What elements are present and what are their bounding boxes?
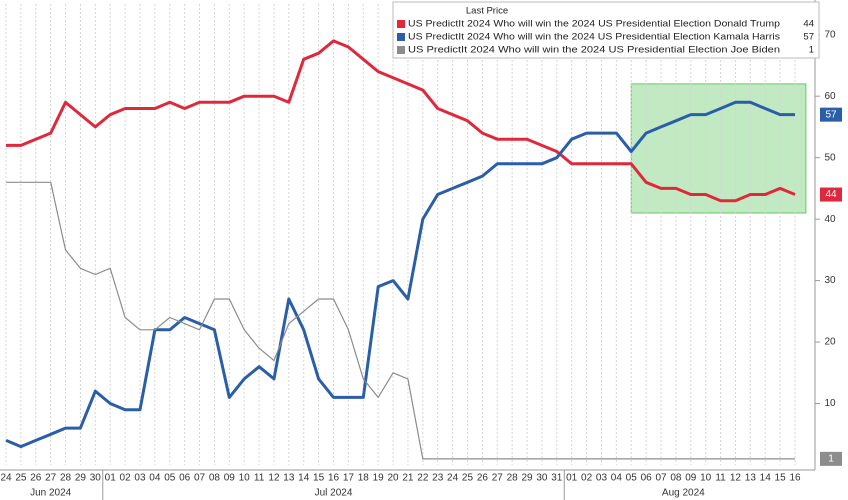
legend-label: US PredictIt 2024 Who will win the 2024 …: [408, 32, 780, 43]
x-tick-label: 17: [343, 473, 355, 484]
x-tick-label: 04: [611, 473, 623, 484]
series-line: [6, 181, 795, 460]
y-tick-label: 10: [824, 398, 836, 409]
month-label: Jul 2024: [315, 488, 353, 499]
y-tick-label: 50: [824, 152, 836, 163]
legend-value: 57: [803, 32, 814, 43]
x-tick-label: 08: [209, 473, 221, 484]
legend: Last Price US PredictIt 2024 Who will win…: [392, 1, 820, 59]
x-tick-label: 04: [149, 473, 161, 484]
x-tick-label: 24: [0, 473, 12, 484]
y-tick-label: 40: [824, 214, 836, 225]
y-tick-label: 30: [824, 275, 836, 286]
x-tick-label: 25: [15, 473, 27, 484]
x-tick-label: 11: [254, 473, 265, 484]
value-tag-label: 44: [825, 189, 837, 200]
series-line: [6, 39, 796, 203]
x-tick-label: 02: [120, 473, 132, 484]
x-tick-label: 12: [730, 473, 742, 484]
x-tick-label: 26: [30, 473, 42, 484]
month-label: Aug 2024: [662, 488, 705, 499]
x-tick-label: 10: [700, 473, 712, 484]
x-tick-label: 18: [358, 473, 370, 484]
y-tick-label: 20: [824, 337, 836, 348]
x-tick-label: 05: [626, 473, 638, 484]
series-line: [5, 100, 795, 449]
x-tick-label: 20: [387, 473, 399, 484]
x-tick-label: 23: [432, 473, 444, 484]
x-tick-label: 02: [581, 473, 593, 484]
x-tick-label: 11: [715, 473, 726, 484]
x-tick-label: 19: [373, 473, 385, 484]
highlight-box: [630, 83, 807, 214]
x-tick-label: 15: [313, 473, 325, 484]
x-tick-label: 12: [268, 473, 280, 484]
x-tick-label: 06: [641, 473, 653, 484]
value-tag: [820, 451, 842, 466]
x-tick-label: 01: [566, 473, 578, 484]
x-tick-label: 13: [283, 473, 295, 484]
x-tick-label: 26: [477, 473, 489, 484]
x-tick-label: 07: [655, 473, 667, 484]
x-tick-label: 27: [492, 473, 504, 484]
x-tick-label: 22: [417, 473, 429, 484]
value-tag-label: 1: [828, 453, 834, 464]
x-tick-label: 14: [298, 473, 310, 484]
month-label: Jun 2024: [30, 488, 72, 499]
x-tick-label: 24: [447, 473, 459, 484]
x-tick-label: 30: [536, 473, 548, 484]
x-tick-label: 09: [224, 473, 236, 484]
x-tick-label: 25: [462, 473, 474, 484]
x-tick-label: 09: [685, 473, 697, 484]
legend-label: US PredictIt 2024 Who will win the 2024 …: [408, 19, 780, 30]
x-tick-label: 03: [134, 473, 146, 484]
x-tick-label: 01: [105, 473, 117, 484]
x-tick-label: 30: [90, 473, 102, 484]
x-tick-label: 16: [328, 473, 340, 484]
value-tag-label: 57: [825, 109, 837, 120]
legend-swatch: [397, 46, 405, 54]
x-tick-label: 28: [507, 473, 519, 484]
legend-title: Last Price: [466, 6, 508, 17]
y-tick-label: 60: [824, 91, 836, 102]
x-tick-label: 29: [521, 473, 533, 484]
x-tick-label: 16: [789, 473, 801, 484]
x-tick-label: 29: [75, 473, 87, 484]
x-tick-label: 05: [164, 473, 176, 484]
legend-swatch: [397, 33, 405, 41]
legend-swatch: [397, 20, 405, 28]
x-tick-label: 15: [775, 473, 787, 484]
x-tick-label: 27: [45, 473, 57, 484]
legend-value: 1: [809, 45, 814, 56]
x-tick-label: 07: [194, 473, 206, 484]
x-tick-label: 31: [551, 473, 563, 484]
x-tick-label: 08: [670, 473, 682, 484]
legend-box: [392, 1, 820, 59]
legend-label: US PredictIt 2024 Who will win the 2024 …: [408, 45, 780, 56]
x-tick-label: 13: [745, 473, 757, 484]
legend-value: 44: [803, 19, 814, 30]
x-tick-label: 14: [760, 473, 772, 484]
x-tick-label: 21: [402, 473, 414, 484]
value-tag: [820, 187, 842, 202]
y-tick-label: 70: [824, 29, 836, 40]
x-tick-label: 06: [179, 473, 191, 484]
value-tag: [820, 107, 842, 122]
x-tick-label: 03: [596, 473, 608, 484]
x-tick-label: 10: [239, 473, 251, 484]
x-tick-label: 28: [60, 473, 72, 484]
